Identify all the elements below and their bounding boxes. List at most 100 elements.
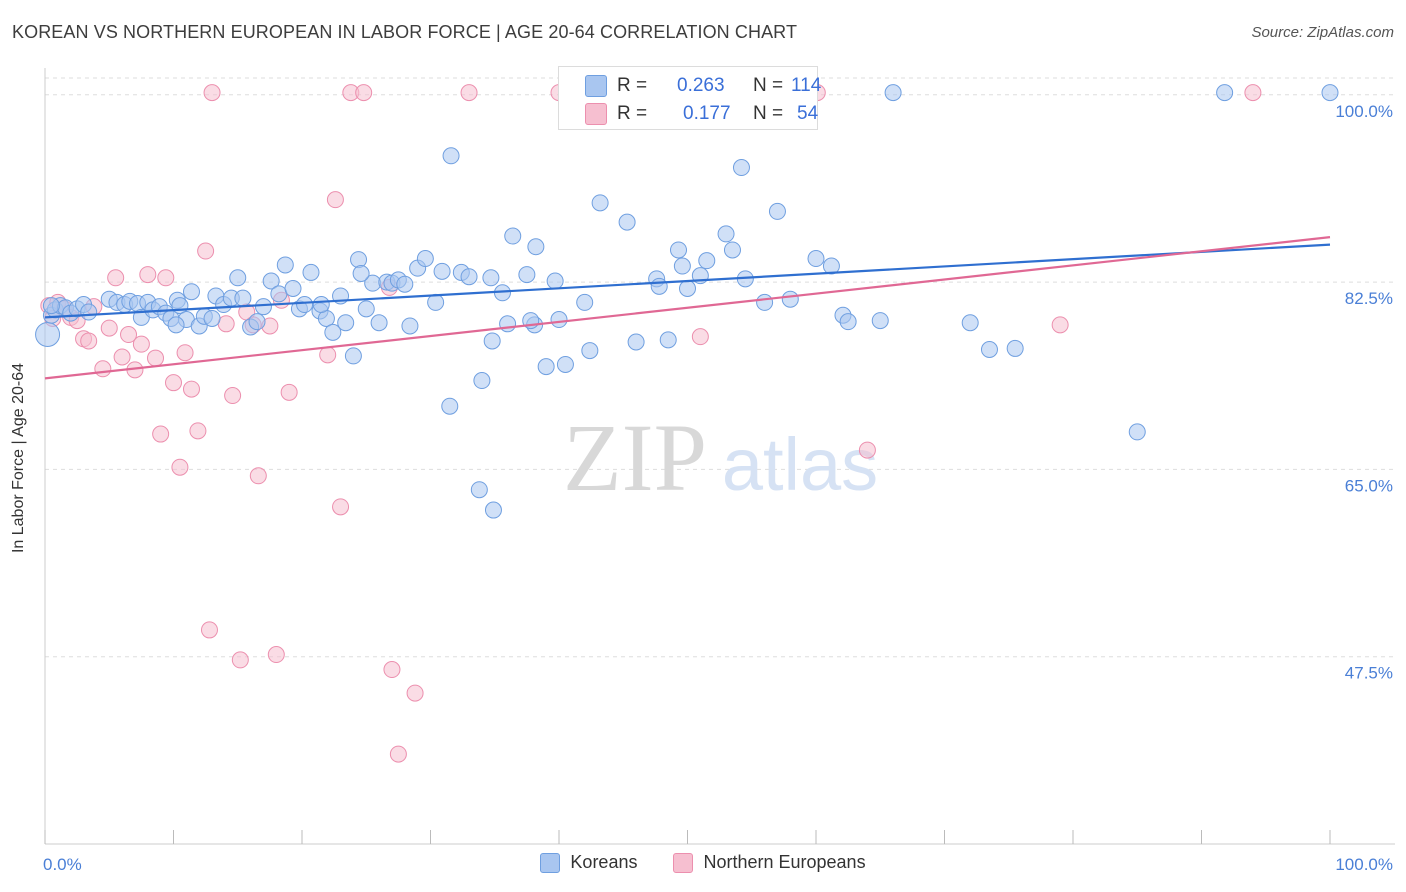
koreans-point	[527, 238, 545, 256]
northern-point	[120, 326, 138, 344]
koreans-point	[248, 313, 266, 331]
northern-point	[165, 374, 182, 392]
source-credit: Source: ZipAtlas.com	[1251, 24, 1394, 41]
northern-point	[1244, 84, 1262, 102]
northern-legend-swatch	[673, 852, 694, 873]
n-label: N =	[753, 103, 784, 124]
koreans-point	[650, 277, 668, 295]
northern-point	[189, 422, 207, 440]
koreans-point	[312, 296, 330, 314]
northern-point	[94, 360, 112, 378]
koreans-point	[591, 194, 609, 212]
koreans-point	[337, 314, 355, 332]
legend-koreans-label: Koreans	[570, 852, 638, 872]
northern-point	[267, 646, 285, 664]
koreans-point	[504, 227, 522, 245]
northern-point	[182, 380, 200, 398]
koreans-point	[627, 333, 645, 351]
koreans-point	[768, 202, 786, 220]
koreans-trend-line	[44, 243, 1331, 319]
northern-point	[406, 684, 424, 702]
y-tick-label: 82.5%	[1345, 289, 1393, 308]
koreans-point	[482, 269, 500, 287]
watermark: ZIP atlas	[563, 404, 878, 511]
koreans-point	[537, 358, 555, 376]
y-axis-label: In Labor Force | Age 20-64	[10, 362, 27, 554]
northern-point	[1051, 316, 1069, 334]
northern-point	[132, 335, 150, 353]
koreans-point	[182, 283, 200, 301]
koreans-point	[80, 303, 98, 321]
northern-point	[249, 467, 267, 485]
northern-point	[152, 425, 170, 443]
koreans-point	[357, 300, 375, 318]
northern-point	[858, 441, 876, 459]
koreans-point	[254, 298, 272, 316]
northern-point	[326, 191, 344, 209]
koreans-point	[670, 241, 688, 259]
koreans-point	[324, 323, 342, 341]
koreans-point	[1006, 339, 1024, 357]
grid-lines	[45, 77, 1395, 658]
northern-point	[691, 328, 709, 346]
koreans-point	[167, 316, 185, 334]
koreans-point	[302, 263, 320, 281]
chart-title: KOREAN VS NORTHERN EUROPEAN IN LABOR FOR…	[12, 22, 798, 42]
koreans-point	[483, 332, 501, 350]
northern-point	[80, 332, 98, 350]
koreans-point	[550, 311, 568, 329]
watermark-atlas: atlas	[722, 423, 878, 506]
x-tick-label: 100.0%	[1335, 855, 1393, 874]
koreans-point	[350, 251, 368, 269]
koreans-point	[581, 342, 599, 360]
northern-point	[107, 269, 125, 287]
koreans-point	[884, 84, 902, 102]
koreans-point	[234, 289, 252, 307]
northern-point	[332, 498, 350, 516]
koreans-point	[576, 293, 594, 311]
northern-point	[100, 319, 118, 337]
trend-lines	[44, 236, 1331, 380]
northern-point	[197, 242, 215, 260]
koreans-point	[822, 257, 840, 275]
koreans-point	[732, 159, 750, 177]
koreans-point	[499, 315, 517, 333]
northern-swatch	[585, 103, 607, 125]
koreans-point	[980, 341, 998, 359]
northern-point	[139, 266, 157, 284]
axes	[44, 68, 1395, 845]
koreans-point	[442, 147, 460, 165]
northern-point	[200, 621, 218, 639]
koreans-point	[276, 256, 294, 274]
northern-trend-line	[44, 236, 1331, 380]
northern-point	[280, 383, 298, 401]
northern-point	[460, 84, 478, 102]
x-tick-label: 0.0%	[43, 855, 82, 874]
koreans-swatch	[585, 75, 607, 97]
northern-point	[319, 346, 337, 364]
koreans-point	[839, 313, 857, 331]
koreans-point	[781, 290, 799, 308]
koreans-point	[546, 272, 564, 290]
koreans-point	[1216, 84, 1234, 102]
koreans-point	[433, 262, 451, 280]
y-tick-label: 65.0%	[1345, 476, 1393, 495]
koreans-point	[460, 268, 478, 286]
koreans-point	[518, 266, 536, 284]
northern-point	[147, 349, 165, 367]
koreans-point	[401, 317, 419, 335]
koreans-point	[229, 269, 247, 287]
koreans-legend-swatch	[540, 852, 561, 873]
koreans-point	[441, 397, 459, 415]
koreans-point	[396, 275, 414, 293]
northern-point	[355, 84, 373, 102]
northern-r-value: 0.177	[683, 103, 731, 124]
northern-n-value: 54	[797, 103, 819, 124]
koreans-r-value: 0.263	[677, 75, 725, 96]
koreans-point	[473, 372, 491, 390]
r-label: R =	[617, 103, 648, 124]
legend-item-northern: Northern Europeans	[673, 852, 866, 873]
koreans-points	[35, 84, 1339, 519]
legend-item-koreans: Koreans	[540, 852, 637, 873]
